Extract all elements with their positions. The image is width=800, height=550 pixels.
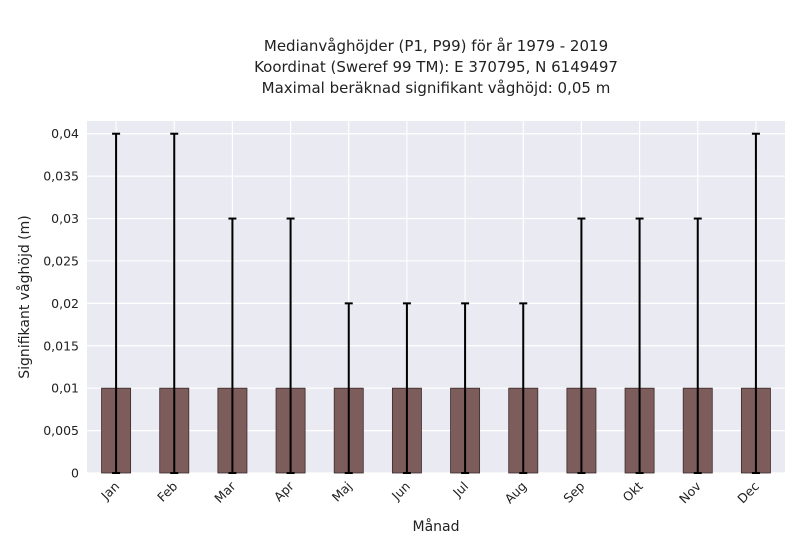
y-tick-label: 0,005 (43, 423, 79, 438)
x-tick-label-maj: Maj (329, 479, 355, 505)
x-tick-label-jun: Jun (388, 479, 413, 504)
error-bar-mar (228, 217, 237, 474)
x-axis-ticks: Jan Feb Mar Apr Maj Jun Jul Aug Sep Okt Nov Dec (97, 478, 762, 506)
x-tick-label-mar: Mar (211, 478, 239, 506)
x-axis-label: Månad (413, 518, 460, 535)
error-bar-feb (170, 132, 179, 474)
y-tick-label: 0,04 (51, 126, 79, 141)
chart-title: Medianvåghöjder (P1, P99) för år 1979 - … (254, 37, 618, 97)
x-tick-label-nov: Nov (676, 478, 704, 506)
error-bar-nov (693, 217, 702, 474)
y-tick-label: 0 (71, 466, 79, 481)
x-tick-label-jul: Jul (449, 479, 471, 501)
x-tick-label-feb: Feb (154, 478, 180, 504)
error-bar-aug (519, 302, 528, 474)
error-bar-jul (461, 302, 470, 474)
x-tick-label-okt: Okt (620, 478, 646, 504)
title-line-3: Maximal beräknad signifikant våghöjd: 0,… (262, 79, 611, 97)
error-bar-jan (112, 132, 121, 474)
x-tick-label-jan: Jan (97, 479, 122, 504)
x-tick-label-aug: Aug (501, 479, 529, 507)
x-tick-label-dec: Dec (734, 478, 762, 506)
y-tick-label: 0,03 (51, 211, 79, 226)
plot-area (87, 121, 785, 473)
y-axis-label: Signifikant våghöjd (m) (16, 215, 33, 378)
error-bar-jun (402, 302, 411, 474)
title-line-2: Koordinat (Sweref 99 TM): E 370795, N 61… (254, 58, 618, 76)
y-axis-ticks: 0 0,005 0,01 0,015 0,02 0,025 0,03 0,035 0,04 (43, 126, 79, 480)
error-bar-sep (577, 217, 586, 474)
error-bars (112, 132, 760, 474)
error-bar-okt (635, 217, 644, 474)
x-tick-label-sep: Sep (560, 478, 587, 505)
title-line-1: Medianvåghöjder (P1, P99) för år 1979 - … (264, 37, 608, 55)
y-tick-label: 0,025 (43, 253, 79, 268)
error-bar-apr (286, 217, 295, 474)
error-bar-maj (344, 302, 353, 474)
x-tick-label-apr: Apr (271, 478, 298, 505)
y-tick-label: 0,035 (43, 169, 79, 184)
error-bar-dec (751, 132, 760, 474)
y-tick-label: 0,01 (51, 381, 79, 396)
y-tick-label: 0,015 (43, 338, 79, 353)
y-tick-label: 0,02 (51, 296, 79, 311)
